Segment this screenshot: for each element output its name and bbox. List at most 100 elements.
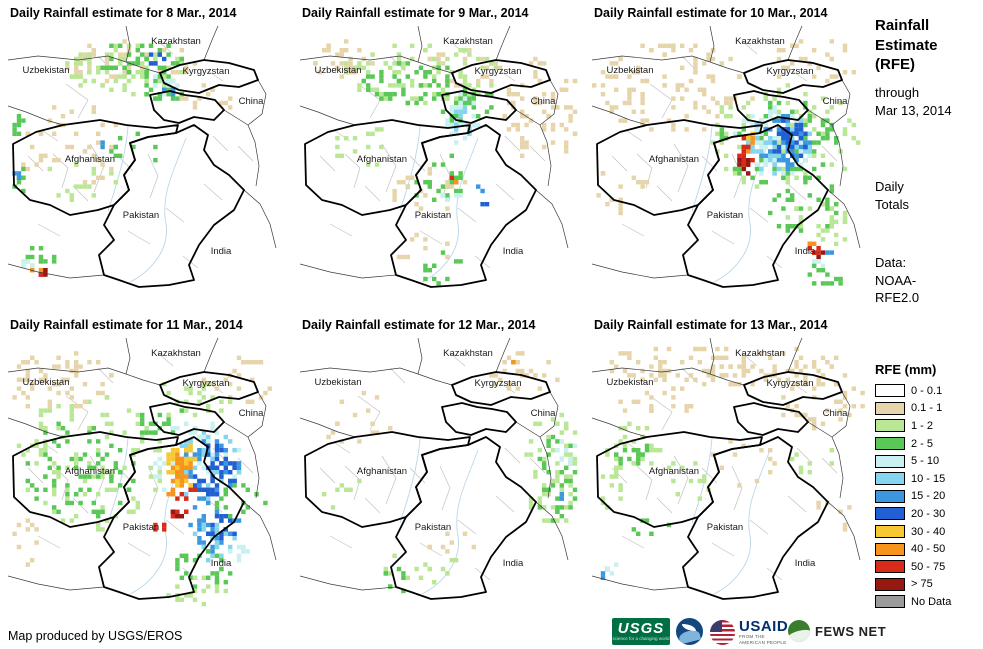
legend-label: 0.1 - 1 [911,402,943,415]
country-label: Afghanistan [649,154,699,165]
panel-title: Daily Rainfall estimate for 10 Mar., 201… [594,6,828,20]
usaid-flag-blue-field [710,620,722,632]
panel-title: Daily Rainfall estimate for 9 Mar., 2014 [302,6,529,20]
legend-label: > 75 [911,578,933,591]
legend-swatch [875,595,905,609]
country-label: Pakistan [415,210,451,221]
country-label: Uzbekistan [607,377,654,388]
panel-title: Daily Rainfall estimate for 13 Mar., 201… [594,318,828,332]
country-label: India [795,558,816,569]
country-label: Kyrgyzstan [183,66,230,77]
legend-label: 0 - 0.1 [911,384,943,397]
country-label: Kyrgyzstan [475,378,522,389]
legend-row: 20 - 30 [875,505,951,523]
legend-label: 30 - 40 [911,525,946,538]
fewsnet-globe-icon [788,620,810,642]
legend-swatch [875,489,905,503]
sidebar-title: Rainfall Estimate (RFE) [875,16,938,75]
totals-line: Daily [875,179,904,194]
country-label: Afghanistan [357,466,407,477]
country-label: Uzbekistan [315,65,362,76]
legend-row: 15 - 20 [875,488,951,506]
country-label: Kyrgyzstan [767,378,814,389]
panel-title: Daily Rainfall estimate for 12 Mar., 201… [302,318,536,332]
panel-title: Daily Rainfall estimate for 11 Mar., 201… [10,318,243,332]
legend-label: 5 - 10 [911,455,940,468]
data-line: RFE2.0 [875,290,920,306]
sidebar: Rainfall Estimate (RFE) through Mar 13, … [873,0,983,649]
noaa-bird-icon [682,624,696,631]
country-label: Pakistan [123,522,159,533]
date-label: Mar 13, 2014 [875,102,952,118]
country-label: Uzbekistan [607,65,654,76]
country-label: Afghanistan [65,466,115,477]
country-label: Kazakhstan [151,36,201,47]
rainfall-map: Kazakhstan Uzbekistan Kyrgyzstan China Afgha… [300,338,583,624]
legend: 0 - 0.1 0.1 - 1 1 - 2 2 - 5 5 - 10 10 - 15 15 … [875,382,951,611]
country-label: India [211,246,232,257]
legend-label: 10 - 15 [911,472,946,485]
country-label: Pakistan [707,210,743,221]
title-line: Estimate [875,36,938,54]
legend-row: 5 - 10 [875,452,951,470]
legend-label: 50 - 75 [911,560,946,573]
country-label: India [503,246,524,257]
map-panel-12-mar: Daily Rainfall estimate for 12 Mar., 201… [300,316,583,624]
country-label: Pakistan [707,522,743,533]
legend-swatch [875,560,905,574]
country-label: India [211,558,232,569]
country-label: Kyrgyzstan [475,66,522,77]
sidebar-date: through Mar 13, 2014 [875,84,952,119]
country-label: China [823,408,849,419]
data-label: Data: [875,255,907,270]
rainfall-map: Kazakhstan Uzbekistan Kyrgyzstan China Afgha… [592,26,875,312]
rainfall-map: Kazakhstan Uzbekistan Kyrgyzstan China Afgha… [8,338,291,624]
country-label: China [239,96,265,107]
legend-row: 50 - 75 [875,558,951,576]
usgs-logo-text: USGS [617,620,665,637]
country-label: China [823,96,849,107]
totals-line: Totals [875,196,909,212]
country-label: Afghanistan [357,154,407,165]
country-label: Kazakhstan [443,36,493,47]
legend-row: 1 - 2 [875,417,951,435]
data-line: NOAA- [875,272,917,288]
usaid-logo: USAID FROM THE AMERICAN PEOPLE [710,619,788,646]
legend-swatch [875,577,905,591]
fewsnet-logo-text: FEWS NET [815,623,887,639]
country-label: Pakistan [415,522,451,533]
legend-row: 30 - 40 [875,523,951,541]
legend-label: 15 - 20 [911,490,946,503]
country-label: Kyrgyzstan [183,378,230,389]
through-label: through [875,85,920,100]
usaid-flag-icon [710,620,735,645]
legend-swatch [875,542,905,556]
country-label: Uzbekistan [23,377,70,388]
legend-label: No Data [911,595,952,608]
usaid-logo-tagline: FROM THE AMERICAN PEOPLE [739,634,787,645]
country-label: Pakistan [123,210,159,221]
noaa-logo-icon [676,618,703,645]
legend-row: > 75 [875,576,951,594]
country-label: Uzbekistan [23,65,70,76]
country-label: Kazakhstan [443,348,493,359]
rainfall-map: Kazakhstan Uzbekistan Kyrgyzstan China Afgha… [8,26,291,312]
legend-row: 10 - 15 [875,470,951,488]
rainfall-map: Kazakhstan Uzbekistan Kyrgyzstan China Afgha… [300,26,583,312]
fewsnet-logo: FEWS NET [788,620,886,642]
country-label: Kazakhstan [151,348,201,359]
usgs-logo-tagline: science for a changing world [612,636,670,641]
country-label: India [795,246,816,257]
legend-swatch [875,437,905,451]
legend-label: 40 - 50 [911,543,946,556]
legend-swatch [875,507,905,521]
legend-title: RFE (mm) [875,362,937,377]
legend-swatch [875,419,905,433]
noaa-swoosh-icon [677,628,702,645]
country-label: Afghanistan [65,154,115,165]
legend-row: 0 - 0.1 [875,382,951,400]
usaid-logo-text: USAID [739,618,789,635]
country-label: Afghanistan [649,466,699,477]
country-label: Kazakhstan [735,348,785,359]
